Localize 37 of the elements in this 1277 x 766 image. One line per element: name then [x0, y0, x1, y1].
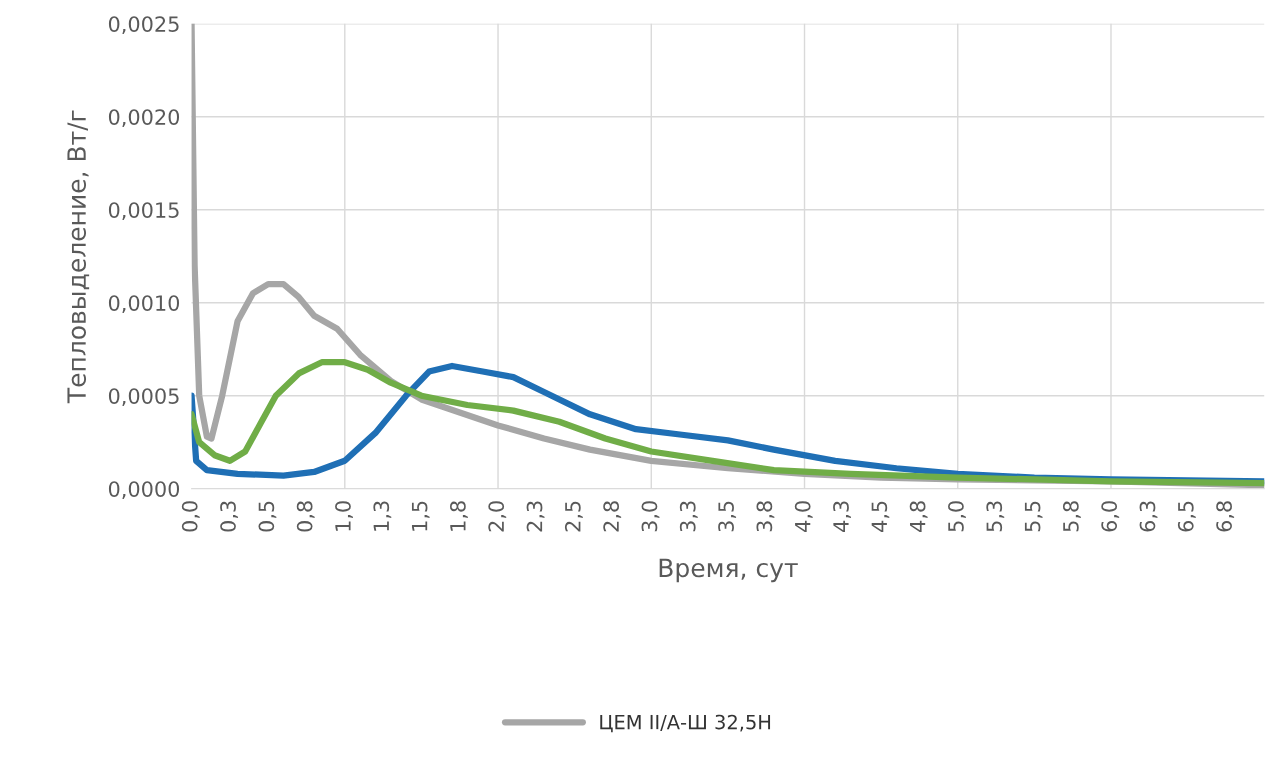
- y-tick-label: 0,0015: [108, 202, 179, 221]
- x-tick-label: 6,5: [1177, 501, 1196, 532]
- x-tick-label: 5,0: [948, 501, 966, 532]
- x-tick-label: 1,3: [373, 501, 392, 531]
- x-tick-label: 0,8: [296, 501, 315, 532]
- x-tick-label: 0,5: [258, 501, 277, 532]
- x-axis-title: Время, сут: [659, 558, 798, 583]
- x-tick-label: 2,0: [488, 501, 507, 532]
- legend-label: ЦЕМ II/А-Ш 32,5Н: [600, 714, 771, 733]
- x-tick-label: 5,5: [1024, 501, 1043, 532]
- x-tick-label: 2,5: [564, 501, 583, 532]
- x-tick-label: 4,0: [794, 501, 813, 532]
- x-tick-label: 6,3: [1139, 501, 1158, 532]
- x-tick-label: 1,0: [335, 501, 353, 531]
- x-tick-label: 3,5: [718, 501, 737, 532]
- x-tick-label: 4,8: [909, 501, 928, 532]
- x-tick-label: 4,3: [833, 501, 851, 532]
- y-tick-label: 0,0020: [108, 109, 180, 128]
- x-tick-label: 5,8: [1062, 501, 1081, 532]
- x-tick-label: 1,5: [411, 501, 430, 531]
- x-tick-label: 2,8: [603, 501, 622, 532]
- x-tick-label: 3,0: [641, 501, 660, 532]
- x-tick-label: 3,8: [756, 501, 775, 532]
- y-tick-label: 0,0005: [108, 388, 179, 407]
- x-tick-label: 6,8: [1216, 501, 1235, 532]
- y-tick-label: 0,0000: [108, 481, 180, 500]
- x-tick-label: 3,3: [679, 501, 698, 532]
- x-tick-label: 5,3: [986, 501, 1005, 532]
- x-tick-label: 6,0: [1101, 501, 1120, 532]
- x-tick-label: 1,8: [450, 501, 468, 531]
- x-tick-label: 2,3: [526, 501, 545, 532]
- y-tick-label: 0,0025: [108, 16, 179, 35]
- y-tick-label: 0,0010: [108, 295, 180, 314]
- x-tick-label: 4,5: [871, 501, 890, 532]
- x-tick-label: 0,3: [220, 501, 239, 532]
- x-tick-label: 0,0: [181, 501, 200, 532]
- y-axis-title: Тепловыделение, Вт/г: [67, 110, 90, 404]
